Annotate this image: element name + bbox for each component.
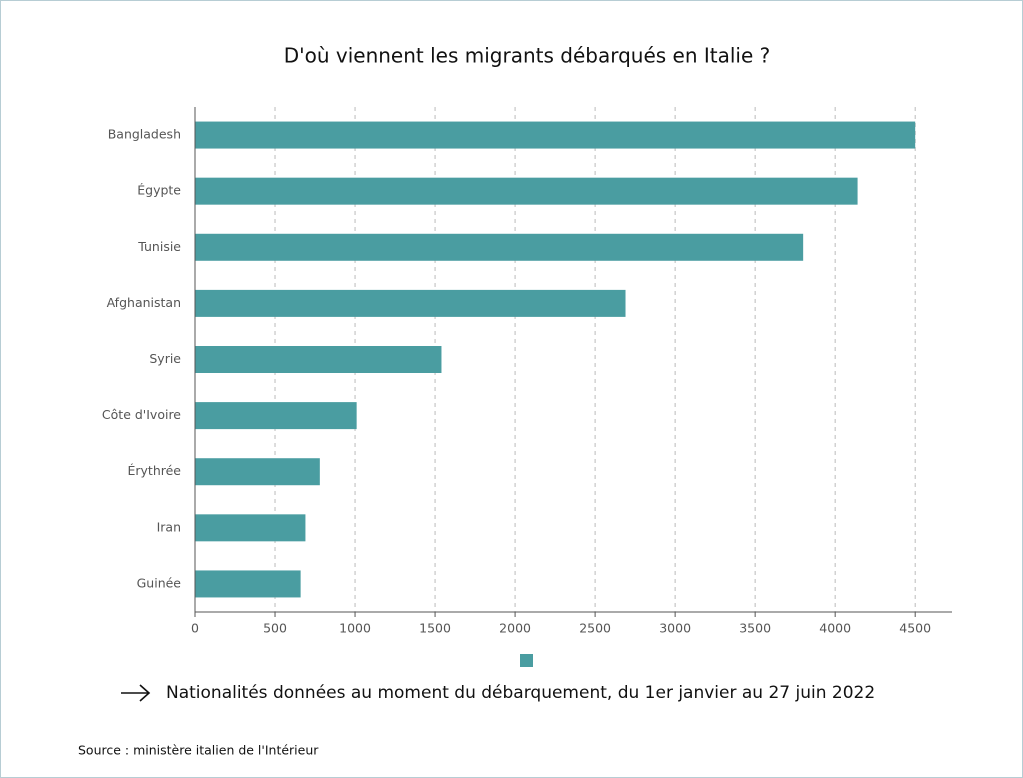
y-tick-label: Bangladesh [108,127,181,142]
x-tick-label: 3500 [739,621,771,636]
source: Source : ministère italien de l'Intérieu… [78,743,319,758]
x-tick-label: 4000 [819,621,851,636]
bar [195,233,804,261]
x-tick-label: 3000 [659,621,691,636]
bar [195,570,301,598]
y-tick-label: Tunisie [137,239,181,254]
footnote: Nationalités données au moment du débarq… [166,683,875,703]
legend-swatch [520,654,533,667]
y-tick-label: Afghanistan [107,295,181,310]
x-tick-label: 1500 [419,621,451,636]
bar [195,289,626,317]
bar [195,177,858,205]
y-tick-label: Guinée [137,575,182,590]
bar [195,346,442,373]
x-tick-label: 500 [263,621,287,636]
bar [195,402,357,430]
x-tick-label: 4500 [899,621,931,636]
arrow-icon [121,684,151,702]
y-tick-label: Côte d'Ivoire [102,407,181,422]
y-tick-label: Syrie [149,351,181,366]
y-tick-label: Égypte [137,183,181,198]
bar [195,514,306,542]
x-tick-label: 2500 [579,621,611,636]
x-tick-label: 2000 [499,621,531,636]
y-tick-label: Iran [157,519,181,534]
x-tick-label: 1000 [339,621,371,636]
y-tick-label: Érythrée [127,463,181,478]
bar [195,458,320,486]
chart-title: D'où viennent les migrants débarqués en … [284,44,771,68]
x-tick-label: 0 [191,621,199,636]
bar [195,121,916,149]
